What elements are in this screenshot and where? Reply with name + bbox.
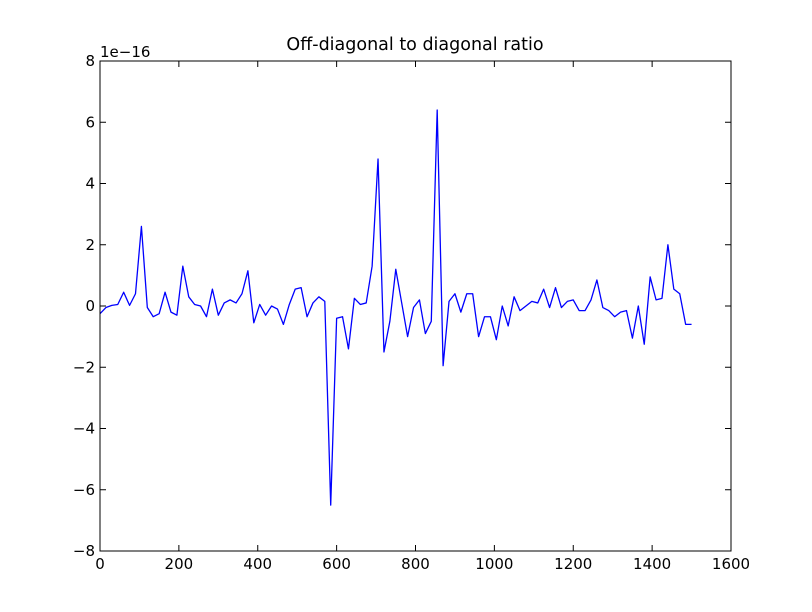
x-axis: 0 200 400 600 800 1000 1200 1400 1600: [95, 61, 750, 573]
series-line: [99, 109, 692, 506]
x-tick-label: 600: [322, 555, 351, 573]
x-tick-label: 1000: [475, 555, 513, 573]
y-tick-label: 8: [85, 52, 95, 70]
y-tick-label: 2: [85, 236, 95, 254]
plot-area: 0 200 400 600 800 1000 1200 1400 1600 −8 −6 −4 −2 0 2…: [73, 52, 750, 573]
y-tick-label: −6: [73, 481, 95, 499]
y-tick-label: −8: [73, 542, 95, 560]
x-tick-label: 0: [95, 555, 105, 573]
chart-title: Off-diagonal to diagonal ratio: [286, 35, 543, 55]
y-tick-label: 4: [85, 175, 95, 193]
x-tick-label: 1200: [554, 555, 592, 573]
y-tick-label: 0: [85, 297, 95, 315]
y-tick-label: −2: [73, 358, 95, 376]
x-tick-label: 1400: [633, 555, 671, 573]
x-tick-label: 800: [401, 555, 430, 573]
y-tick-label: −4: [73, 420, 95, 438]
x-tick-label: 1600: [712, 555, 750, 573]
x-tick-label: 200: [165, 555, 194, 573]
x-tick-label: 400: [243, 555, 272, 573]
y-axis-scale-label: 1e−16: [100, 43, 150, 61]
y-tick-label: 6: [85, 113, 95, 131]
y-axis: −8 −6 −4 −2 0 2 4 6 8: [73, 52, 731, 560]
